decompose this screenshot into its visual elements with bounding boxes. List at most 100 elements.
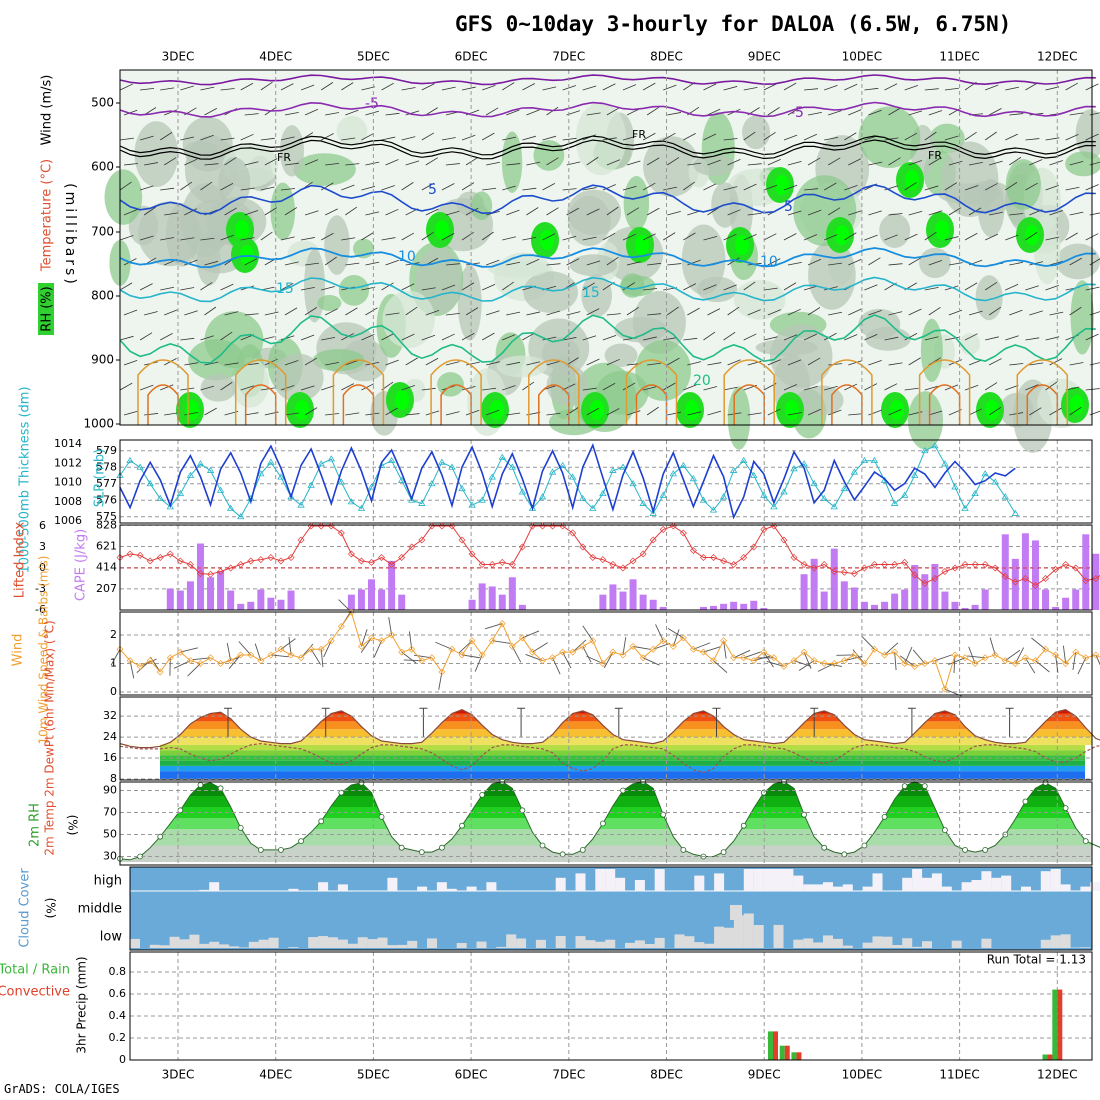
wind-barb [119,181,132,191]
cloud-low-bar [892,944,903,948]
wind-barb [525,654,543,662]
wind-speed-point [1062,660,1070,667]
wind-barb [653,642,671,650]
cloud-low-bar [872,936,883,948]
pressure-tick-label: 500 [91,96,114,110]
wind-speed-point [699,648,707,656]
thickness-point [800,460,808,467]
wind-barb [626,108,640,116]
wind-speed-point [850,651,858,659]
wind-barb [341,237,356,241]
lifted-index-point [699,554,707,561]
precip-tick-label: 0.4 [109,1009,127,1022]
rh-region [858,106,921,168]
cloud-high-bar [922,877,932,891]
rh-region [218,157,251,209]
wind-barb [244,258,258,266]
wind-barb [603,651,614,669]
wind-barb [1005,649,1021,662]
wind-barb [119,83,133,91]
thickness-point [538,493,547,500]
wind-barb [526,258,540,266]
cloud-high-bar [446,888,457,891]
cloud-high-bar [318,882,329,891]
wind-barb [763,287,778,291]
thickness-point [206,466,215,473]
thickness-point [1001,493,1009,500]
lifted-index-point [508,561,516,568]
thickness-point [397,476,406,483]
cape-bar [237,603,245,610]
cloud-high-bar [813,884,824,891]
wind-barb [586,308,600,316]
rh-point [579,847,586,853]
cloud-low-bar [337,939,348,948]
wind-barb [240,187,255,191]
wind-barb [683,337,698,341]
wind-barb [766,660,785,667]
wind-barb [787,160,802,166]
rh-region [619,275,656,297]
wind-barb [723,284,737,291]
lifted-index-point [136,551,144,559]
wind-barb [767,309,781,316]
wind-barb [264,311,279,316]
wind-barb [160,132,173,141]
wind-barb [733,649,751,659]
wind-barb [602,184,616,191]
wind-barb [968,162,983,166]
wind-barb [526,109,540,116]
wind-barb [723,186,738,191]
cloud-high-bar [417,886,428,891]
thickness-point [941,460,949,467]
wind-barb [964,185,979,191]
wind-barb [180,337,195,341]
wind-barb [284,412,299,416]
thickness-point [971,489,979,497]
temp-fill-band [120,729,1092,738]
wind-barb [204,407,217,416]
wind-speed-point [277,645,285,653]
cloud-low-bar [902,938,913,948]
cape-bar [357,589,365,610]
thickness-point [981,470,989,477]
wind-barb [361,185,376,191]
rh-region [189,199,237,249]
lifted-index-point [347,550,355,558]
wind-barb [964,282,978,291]
lifted-index-point [609,561,617,568]
wind-barb [984,282,998,291]
cloud-low-bar [328,937,338,948]
wind-barb [546,412,561,416]
wind-barb [646,406,659,416]
wind-speed-point [1052,651,1060,659]
thickness-point [599,489,607,497]
lifted-index-point [649,536,657,544]
thickness-point [468,501,476,508]
wind-barb [787,412,802,416]
rh-point [459,822,465,829]
wind-barb [1029,261,1044,266]
rh-fill-band [120,796,1092,807]
temp-tick-label: 16 [103,751,117,764]
lifted-index-point [750,543,758,551]
wind-barb [783,334,798,341]
wind-barb [401,333,415,341]
wind-speed-point [166,654,174,662]
wind-barb [482,387,497,391]
wind-speed-point [790,657,798,665]
wind-barb [546,263,561,266]
wind-barb [1029,159,1043,166]
wind-barb [767,258,781,266]
lifted-index-point [629,557,637,565]
wind-barb [783,233,797,241]
wind-speed-point [951,651,959,659]
wind-barb [373,640,382,658]
precip-convective-bar [1057,989,1063,1060]
wind-barb [160,87,175,91]
wind-barb [164,157,177,166]
thickness-point [991,478,999,485]
wind-barb [260,137,275,141]
thickness-point [860,456,869,464]
lifted-index-tick-label: -6 [35,603,46,616]
